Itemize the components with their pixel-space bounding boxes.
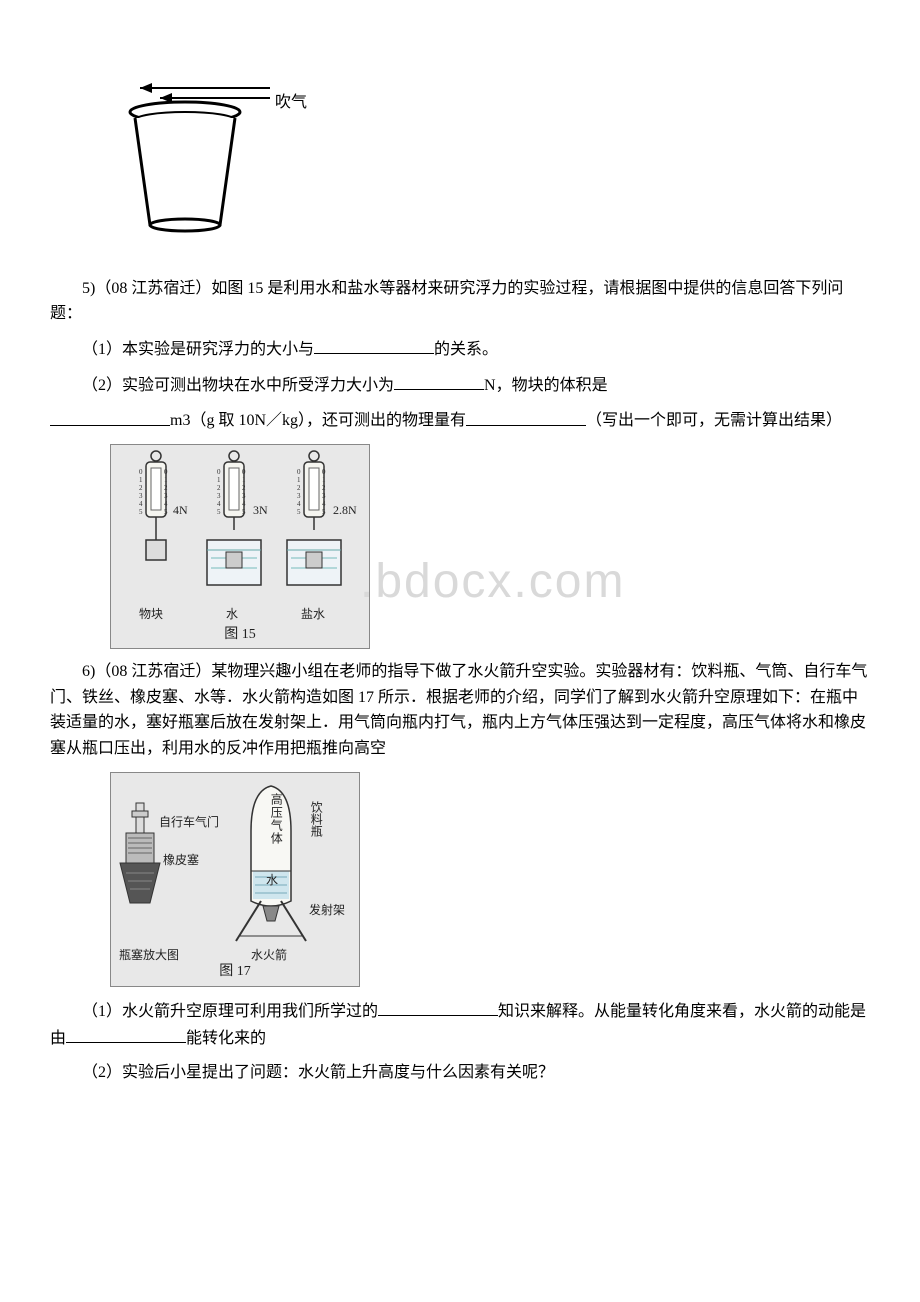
blank <box>394 371 484 390</box>
q6-p1: （1）水火箭升空原理可利用我们所学过的知识来解释。从能量转化角度来看，水火箭的动… <box>50 997 870 1053</box>
svg-text:0: 0 <box>164 468 168 476</box>
blank <box>466 406 586 425</box>
q5-p2: （2）实验可测出物块在水中所受浮力大小为 N，物块的体积是 <box>50 371 870 399</box>
svg-text:3: 3 <box>217 492 221 500</box>
label-saltwater: 盐水 <box>301 605 325 624</box>
svg-text:2: 2 <box>297 484 301 492</box>
figure-15: 012 345 012 345 <box>110 444 870 649</box>
q6-p1-c: 能转化来的 <box>186 1030 266 1047</box>
reading-2: 3N <box>253 501 268 520</box>
label-valve: 自行车气门 <box>159 813 219 832</box>
label-gas: 高压气体 <box>266 793 285 845</box>
label-block: 物块 <box>139 605 163 624</box>
watermark: .bdocx.com <box>360 544 625 621</box>
svg-text:1: 1 <box>164 476 168 484</box>
q5-intro: 5)（08 江苏宿迁）如图 15 是利用水和盐水等器材来研究浮力的实验过程，请根… <box>50 276 870 327</box>
svg-text:1: 1 <box>217 476 221 484</box>
label-water: 水 <box>226 605 238 624</box>
label-blow: 吹气 <box>275 90 315 116</box>
figure-17-caption: 图 17 <box>111 961 359 983</box>
svg-text:4: 4 <box>164 500 168 508</box>
svg-text:3: 3 <box>242 492 246 500</box>
reading-3: 2.8N <box>333 501 357 520</box>
svg-text:0: 0 <box>297 468 301 476</box>
q6-p1-a: （1）水火箭升空原理可利用我们所学过的 <box>82 1003 378 1020</box>
q6-p2: （2）实验后小星提出了问题：水火箭上升高度与什么因素有关呢？ <box>50 1060 870 1086</box>
svg-text:5: 5 <box>139 508 143 516</box>
svg-text:1: 1 <box>297 476 301 484</box>
svg-text:3: 3 <box>297 492 301 500</box>
svg-text:1: 1 <box>322 476 326 484</box>
svg-text:0: 0 <box>242 468 246 476</box>
reading-1: 4N <box>173 501 188 520</box>
q5-p1: （1）本实验是研究浮力的大小与 的关系。 <box>50 335 870 363</box>
svg-text:2: 2 <box>322 484 326 492</box>
svg-text:5: 5 <box>242 508 246 516</box>
svg-text:1: 1 <box>139 476 143 484</box>
svg-text:1: 1 <box>242 476 246 484</box>
svg-text:0: 0 <box>322 468 326 476</box>
svg-text:4: 4 <box>297 500 301 508</box>
svg-text:3: 3 <box>322 492 326 500</box>
svg-text:5: 5 <box>297 508 301 516</box>
svg-text:4: 4 <box>322 500 326 508</box>
label-stopper: 橡皮塞 <box>163 851 199 870</box>
label-launch: 发射架 <box>309 901 345 920</box>
blank <box>50 406 170 425</box>
svg-text:5: 5 <box>164 508 168 516</box>
q5-p2-d: （写出一个即可，无需计算出结果） <box>586 413 842 430</box>
svg-text:2: 2 <box>164 484 168 492</box>
svg-text:4: 4 <box>217 500 221 508</box>
svg-text:5: 5 <box>322 508 326 516</box>
svg-text:2: 2 <box>242 484 246 492</box>
q5-p2-line2: m3（g 取 10N／kg），还可测出的物理量有 （写出一个即可，无需计算出结果） <box>50 406 870 434</box>
blank <box>314 335 434 354</box>
svg-text:2: 2 <box>139 484 143 492</box>
q5-p2-a: （2）实验可测出物块在水中所受浮力大小为 <box>82 377 394 394</box>
svg-text:0: 0 <box>139 468 143 476</box>
figure-15-caption: 图 15 <box>111 624 369 646</box>
q5-p1-a: （1）本实验是研究浮力的大小与 <box>82 341 314 358</box>
svg-text:0: 0 <box>217 468 221 476</box>
figure-17: 高压气体 饮料瓶 水 发射架 自行车气门 橡皮塞 瓶塞放大图 水火箭 图 17 <box>110 772 870 987</box>
svg-text:4: 4 <box>242 500 246 508</box>
blank <box>66 1024 186 1043</box>
q5-p1-b: 的关系。 <box>434 341 498 358</box>
label-water-rocket: 水 <box>266 871 278 890</box>
svg-text:3: 3 <box>164 492 168 500</box>
q5-p2-c: m3（g 取 10N／kg），还可测出的物理量有 <box>170 413 466 430</box>
svg-text:2: 2 <box>217 484 221 492</box>
q5-p2-b: N，物块的体积是 <box>484 377 608 394</box>
label-bottle: 饮料瓶 <box>306 801 325 837</box>
svg-text:5: 5 <box>217 508 221 516</box>
figure-cup: 吹气 <box>110 70 870 266</box>
svg-text:3: 3 <box>139 492 143 500</box>
svg-text:4: 4 <box>139 500 143 508</box>
blank <box>378 997 498 1016</box>
q6-intro: 6)（08 江苏宿迁）某物理兴趣小组在老师的指导下做了水火箭升空实验。实验器材有… <box>50 659 870 761</box>
